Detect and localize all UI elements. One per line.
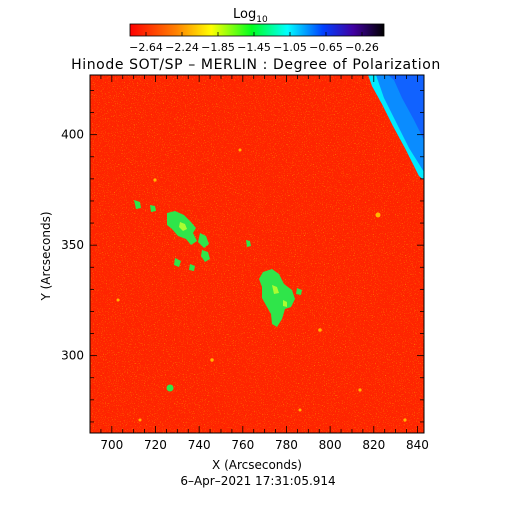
x-axis-label: X (Arcseconds) — [212, 458, 302, 472]
x-tick-label: 740 — [188, 438, 211, 452]
colorbar-gradient — [129, 23, 385, 37]
colorbar-label: Log10 — [233, 7, 268, 25]
x-tick-label: 780 — [275, 438, 298, 452]
colorbar-tick-label: −0.26 — [345, 41, 379, 54]
colorbar-tick-label: −2.64 — [129, 41, 163, 54]
x-tick-label: 700 — [100, 438, 123, 452]
colorbar-tick-label: −1.45 — [237, 41, 271, 54]
x-tick-label: 800 — [319, 438, 342, 452]
colorbar-tick-label: −0.65 — [309, 41, 343, 54]
y-tick-label: 400 — [61, 128, 84, 142]
x-tick-label: 760 — [231, 438, 254, 452]
y-tick-label: 300 — [61, 349, 84, 363]
y-axis-label: Y (Arcseconds) — [39, 211, 53, 301]
plage-highlights — [179, 222, 287, 307]
plot-title: Hinode SOT/SP – MERLIN : Degree of Polar… — [71, 57, 441, 73]
polarization-image — [90, 75, 424, 433]
x-axis: 700 720 740 760 780 800 820 840 — [89, 75, 429, 452]
colorbar-tick-label: −1.05 — [273, 41, 307, 54]
bright-speckles — [116, 148, 407, 422]
plage-spot-south — [166, 384, 174, 392]
plot-frame — [89, 74, 425, 434]
colorbar: Log10 −2.64 −2.24 −1.85 −1.45 −1.05 −0.65 −0.2… — [129, 7, 385, 54]
colorbar-ticks: −2.64 −2.24 −1.85 −1.45 −1.05 −0.65 −0.26 — [129, 32, 379, 54]
y-axis: 300 350 400 — [61, 90, 424, 423]
plage-region-central — [246, 240, 302, 327]
x-tick-label: 720 — [144, 438, 167, 452]
timestamp: 6–Apr–2021 17:31:05.914 — [180, 474, 335, 488]
limb-edge — [368, 75, 424, 180]
off-limb-inner — [388, 75, 424, 140]
y-tick-label: 350 — [61, 238, 84, 252]
colorbar-tick-label: −1.85 — [201, 41, 235, 54]
x-tick-label: 840 — [406, 438, 429, 452]
image-speckle — [90, 75, 424, 433]
x-tick-label: 820 — [362, 438, 385, 452]
colorbar-tick-label: −2.24 — [165, 41, 199, 54]
